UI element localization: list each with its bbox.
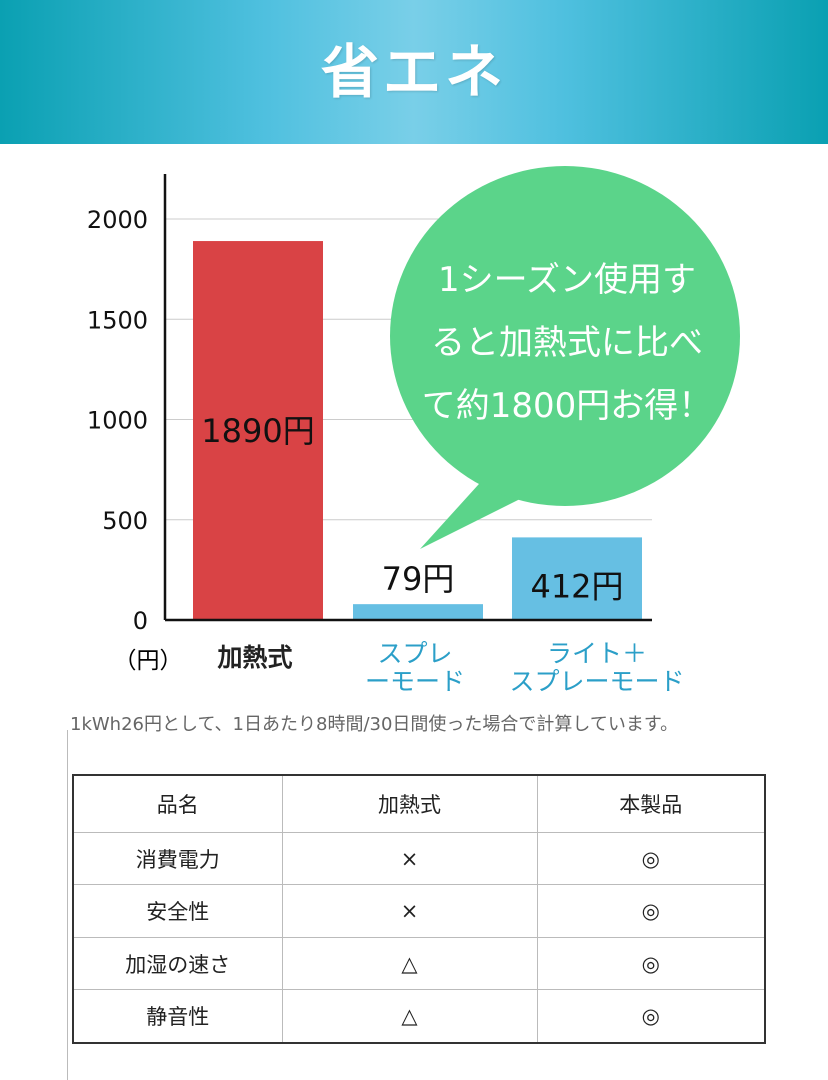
x-category-label-line: ーモード [364, 667, 465, 696]
bar-0 [193, 241, 323, 620]
data-label-1: 79円 [382, 560, 455, 598]
table-row: 安全性 × ◎ [72, 884, 766, 938]
y-axis-unit-label: （円） [113, 648, 183, 674]
heating-rating: △ [281, 936, 538, 991]
calculation-note: 1kWh26円として、1日あたり8時間/30日間使った場合で計算しています。 [70, 714, 679, 735]
callout-text-line: て約1800円お得！ [422, 386, 713, 426]
table-row: 加湿の速さ △ ◎ [72, 936, 766, 991]
data-label-2: 412円 [530, 567, 623, 605]
data-label-0: 1890円 [201, 412, 314, 450]
bar-1 [353, 604, 483, 620]
callout-text-line: 1シーズン使用す [438, 260, 696, 300]
page-title: 省エネ [320, 38, 507, 106]
x-category-label-spray-mode: スプレ ーモード [340, 640, 490, 696]
header-cell-heating: 加熱式 [281, 774, 538, 833]
row-label: 静音性 [72, 989, 283, 1044]
x-category-label-line: スプレーモード [509, 667, 685, 696]
product-rating: ◎ [536, 884, 766, 938]
header-cell-product: 本製品 [536, 774, 766, 833]
row-label: 消費電力 [72, 831, 283, 886]
y-tick-label: 500 [102, 507, 148, 535]
table-row: 消費電力 × ◎ [72, 831, 766, 886]
bar-2 [512, 537, 642, 620]
x-category-label-line: ライト＋ [546, 639, 647, 668]
callout-bubble [390, 166, 740, 506]
left-divider [67, 730, 68, 1080]
x-category-label-light-spray-mode: ライト＋ スプレーモード [492, 640, 702, 696]
bar-chart: 1890円 79円 412円 0 500 1000 1500 2000 1シーズン使用すると… [87, 166, 740, 635]
y-tick-label: 1000 [87, 407, 148, 435]
product-rating: ◎ [536, 831, 766, 886]
product-rating: ◎ [536, 936, 766, 991]
table-row: 静音性 △ ◎ [72, 989, 766, 1044]
heating-rating: △ [281, 989, 538, 1044]
callout-text-line: ると加熱式に比べ [431, 323, 703, 363]
x-category-label-heating: 加熱式 [217, 643, 293, 672]
table-header-row: 品名 加熱式 本製品 [72, 774, 766, 833]
product-rating: ◎ [536, 989, 766, 1044]
y-tick-label: 1500 [87, 306, 148, 334]
y-tick-label: 0 [133, 607, 148, 635]
y-tick-label: 2000 [87, 206, 148, 234]
x-category-label-line: スプレ [377, 639, 453, 668]
row-label: 安全性 [72, 884, 283, 938]
row-label: 加湿の速さ [72, 936, 283, 991]
heating-rating: × [281, 831, 538, 886]
heating-rating: × [281, 884, 538, 938]
comparison-table: 品名 加熱式 本製品 消費電力 × ◎ 安全性 × ◎ 加湿の速さ △ ◎ 静音… [72, 774, 766, 1044]
header-banner: 省エネ [0, 0, 828, 144]
header-cell-item: 品名 [72, 774, 283, 833]
